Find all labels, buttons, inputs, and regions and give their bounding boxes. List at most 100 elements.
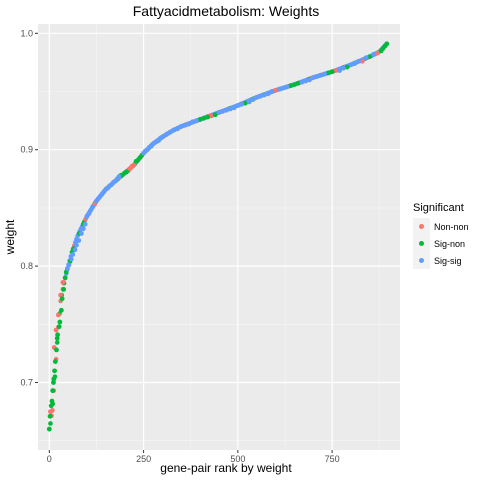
point-non-non: [209, 113, 214, 119]
point-sig-sig: [76, 238, 82, 243]
point-sig-non: [295, 80, 301, 86]
point-sig-sig: [167, 129, 173, 135]
point-sig-non: [52, 359, 58, 364]
point-sig-non: [292, 82, 297, 87]
point-sig-sig: [160, 134, 165, 140]
point-sig-non: [61, 286, 67, 292]
x-axis-title: gene-pair rank by weight: [160, 461, 292, 475]
legend-title: Significant: [413, 202, 464, 214]
point-sig-sig: [220, 108, 226, 114]
point-sig-non: [57, 319, 63, 325]
point-non-non: [49, 408, 55, 413]
point-sig-non: [49, 398, 55, 404]
point-sig-sig: [182, 122, 188, 128]
point-sig-sig: [235, 103, 241, 108]
point-sig-non: [58, 307, 64, 313]
point-sig-non: [288, 83, 294, 89]
gridlines: [38, 24, 400, 450]
point-sig-sig: [186, 121, 192, 127]
point-sig-sig: [82, 221, 88, 227]
point-sig-non: [344, 64, 350, 70]
point-sig-sig: [239, 101, 245, 107]
point-sig-non: [329, 69, 335, 75]
y-tick-label: 0.9: [20, 145, 33, 155]
point-sig-sig: [178, 124, 184, 129]
point-non-non: [333, 68, 339, 73]
point-sig-sig: [299, 79, 305, 85]
point-sig-sig: [265, 91, 271, 97]
point-sig-sig: [171, 127, 177, 133]
point-sig-sig: [66, 262, 72, 268]
point-sig-sig: [284, 84, 290, 90]
point-sig-sig: [337, 68, 343, 73]
point-sig-sig: [250, 97, 256, 103]
point-sig-sig: [193, 118, 199, 124]
point-sig-sig: [269, 89, 275, 94]
y-tick-label: 0.7: [20, 377, 33, 387]
point-sig-sig: [348, 62, 354, 68]
point-sig-non: [50, 388, 56, 394]
point-sig-non: [62, 275, 68, 281]
x-axis-ticks: 0 250 500 750: [47, 450, 340, 464]
point-sig-sig: [303, 78, 309, 84]
point-sig-sig: [227, 106, 233, 112]
point-sig-non: [51, 376, 57, 382]
point-non-non: [374, 50, 380, 56]
point-sig-non: [59, 296, 65, 302]
x-tick-label: 250: [136, 454, 151, 464]
point-sig-non: [55, 332, 61, 338]
point-sig-sig: [258, 93, 263, 99]
point-sig-non: [201, 115, 207, 121]
point-sig-sig: [231, 105, 237, 111]
point-sig-non: [51, 380, 56, 385]
legend-label: Sig-sig: [434, 256, 462, 266]
point-sig-non: [47, 413, 53, 419]
point-sig-sig: [68, 256, 74, 262]
point-sig-sig: [310, 75, 316, 80]
x-tick-label: 750: [325, 454, 340, 464]
point-sig-sig: [216, 110, 222, 115]
point-sig-non: [56, 324, 62, 330]
y-axis-ticks: 0.7 0.8 0.9 1.0: [20, 28, 38, 387]
point-sig-sig: [246, 99, 252, 105]
point-sig-non: [46, 426, 52, 432]
point-sig-sig: [276, 86, 282, 92]
point-sig-sig: [175, 126, 180, 132]
point-sig-sig: [322, 71, 327, 77]
plot-panel: [38, 24, 400, 450]
point-sig-sig: [307, 77, 312, 83]
legend-label: Sig-non: [434, 239, 465, 249]
legend-swatch: [419, 258, 424, 263]
x-tick-label: 500: [230, 454, 245, 464]
point-sig-sig: [341, 65, 346, 71]
point-sig-sig: [90, 204, 96, 210]
point-sig-sig: [78, 231, 84, 236]
point-non-non: [60, 279, 66, 285]
point-sig-non: [52, 368, 57, 374]
point-sig-sig: [74, 242, 79, 248]
point-sig-sig: [280, 85, 286, 91]
point-sig-sig: [318, 72, 324, 78]
x-tick-label: 0: [47, 454, 52, 464]
data-points: [46, 41, 390, 432]
point-sig-non: [48, 403, 54, 409]
point-sig-sig: [163, 132, 169, 137]
point-sig-non: [242, 100, 248, 106]
point-sig-sig: [224, 107, 229, 113]
point-sig-non: [367, 54, 373, 59]
point-sig-sig: [356, 58, 361, 64]
point-sig-non: [54, 335, 60, 341]
point-sig-sig: [190, 119, 196, 125]
y-tick-label: 1.0: [20, 28, 33, 38]
y-tick-label: 0.8: [20, 261, 33, 271]
point-non-non: [273, 87, 278, 93]
point-sig-non: [54, 347, 59, 353]
point-non-non: [55, 312, 61, 318]
point-sig-sig: [314, 73, 320, 79]
y-axis-title: weight: [3, 219, 17, 255]
curve-point: [54, 340, 60, 345]
point-sig-sig: [363, 55, 369, 61]
point-sig-non: [197, 117, 203, 122]
point-sig-non: [325, 70, 331, 76]
